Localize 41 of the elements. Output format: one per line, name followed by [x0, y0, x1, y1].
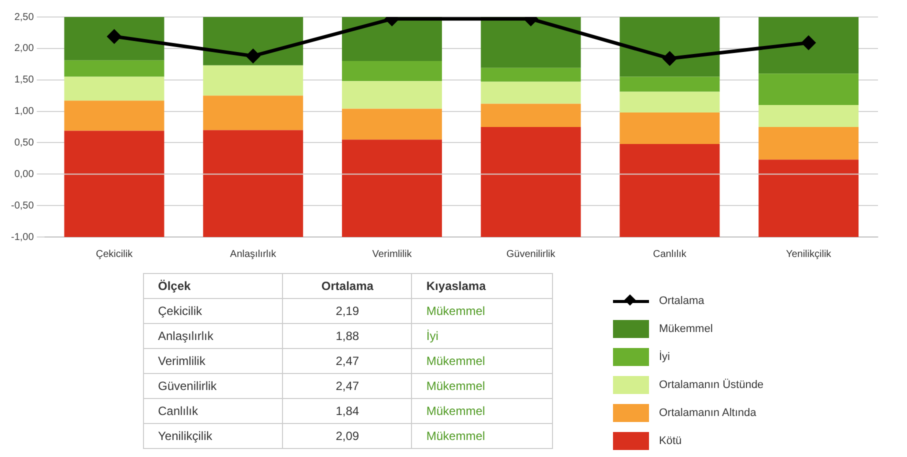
legend-label: Ortalama: [659, 295, 704, 307]
category-label: Güvenilirlik: [158, 379, 217, 393]
text: 2,47: [282, 374, 412, 398]
category-label: Canlılık: [158, 404, 198, 418]
x-tick-label: Verimlilik: [372, 248, 413, 260]
y-tick-label: 1,50: [14, 74, 34, 86]
y-tick-label: 1,00: [14, 106, 34, 118]
x-tick-label: Yenilikçilik: [786, 248, 832, 260]
legend-label: Ortalamanın Altında: [659, 407, 756, 419]
legend-label: Kötü: [659, 435, 682, 447]
x-tick-label: Güvenilirlik: [506, 248, 556, 260]
y-tick-label: 2,00: [14, 43, 34, 54]
x-tick-label: Çekicilik: [96, 248, 134, 260]
y-tick-label: -1,00: [10, 232, 34, 243]
text: Mükemmel: [412, 424, 552, 448]
x-tick-label: Anlaşılırlık: [230, 248, 278, 260]
category-label: Yenilikçilik: [158, 429, 212, 443]
text: 1,88: [282, 324, 412, 348]
category-label: Anlaşılırlık: [158, 329, 214, 343]
text: Kıyaslama: [412, 274, 552, 298]
text: 2,47: [282, 348, 412, 374]
text: Ölçek: [144, 274, 283, 298]
text: 2,19: [282, 298, 412, 324]
text: İyi: [412, 324, 552, 348]
text: Mükemmel: [412, 374, 552, 398]
text: Mükemmel: [412, 298, 552, 324]
legend-label: Ortalamanın Üstünde: [659, 379, 764, 391]
legend-label: İyi: [659, 351, 670, 363]
category-label: Verimlilik: [158, 354, 206, 368]
y-tick-label: 2,50: [14, 12, 34, 23]
text: 2,09: [282, 424, 412, 448]
legend-label: Mükemmel: [659, 323, 713, 335]
text: Ortalama: [282, 274, 412, 298]
y-tick-label: -0,50: [10, 200, 34, 212]
y-tick-label: 0,00: [14, 168, 34, 180]
text: Mükemmel: [412, 348, 552, 374]
text: 1,84: [282, 398, 412, 424]
x-tick-label: Canlılık: [653, 248, 688, 260]
y-tick-label: 0,50: [14, 137, 34, 148]
text: Mükemmel: [412, 398, 552, 424]
category-label: Çekicilik: [158, 304, 202, 318]
